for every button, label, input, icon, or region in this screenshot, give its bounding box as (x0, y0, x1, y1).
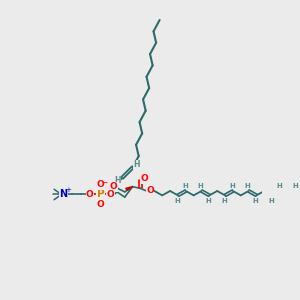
Text: H: H (206, 198, 212, 204)
Text: −: − (101, 178, 108, 187)
Text: O: O (110, 182, 117, 191)
Text: +: + (65, 187, 71, 193)
Text: H: H (198, 183, 203, 189)
Text: H: H (268, 198, 274, 204)
Text: O: O (146, 187, 154, 196)
Text: O: O (107, 190, 115, 199)
Text: O: O (86, 190, 94, 199)
Text: H: H (134, 160, 140, 169)
Text: H: H (115, 176, 121, 185)
Text: O: O (141, 174, 149, 183)
Polygon shape (126, 187, 133, 190)
Text: H: H (182, 183, 188, 189)
Text: H: H (174, 198, 180, 204)
Text: H: H (221, 198, 227, 204)
Text: H: H (253, 198, 259, 204)
Text: H: H (292, 183, 298, 189)
Text: O: O (96, 200, 104, 208)
Text: H: H (229, 183, 235, 189)
Text: O: O (96, 180, 104, 189)
Text: H: H (276, 183, 282, 189)
Text: N: N (60, 190, 68, 200)
Text: P: P (97, 190, 104, 200)
Text: H: H (245, 183, 250, 189)
